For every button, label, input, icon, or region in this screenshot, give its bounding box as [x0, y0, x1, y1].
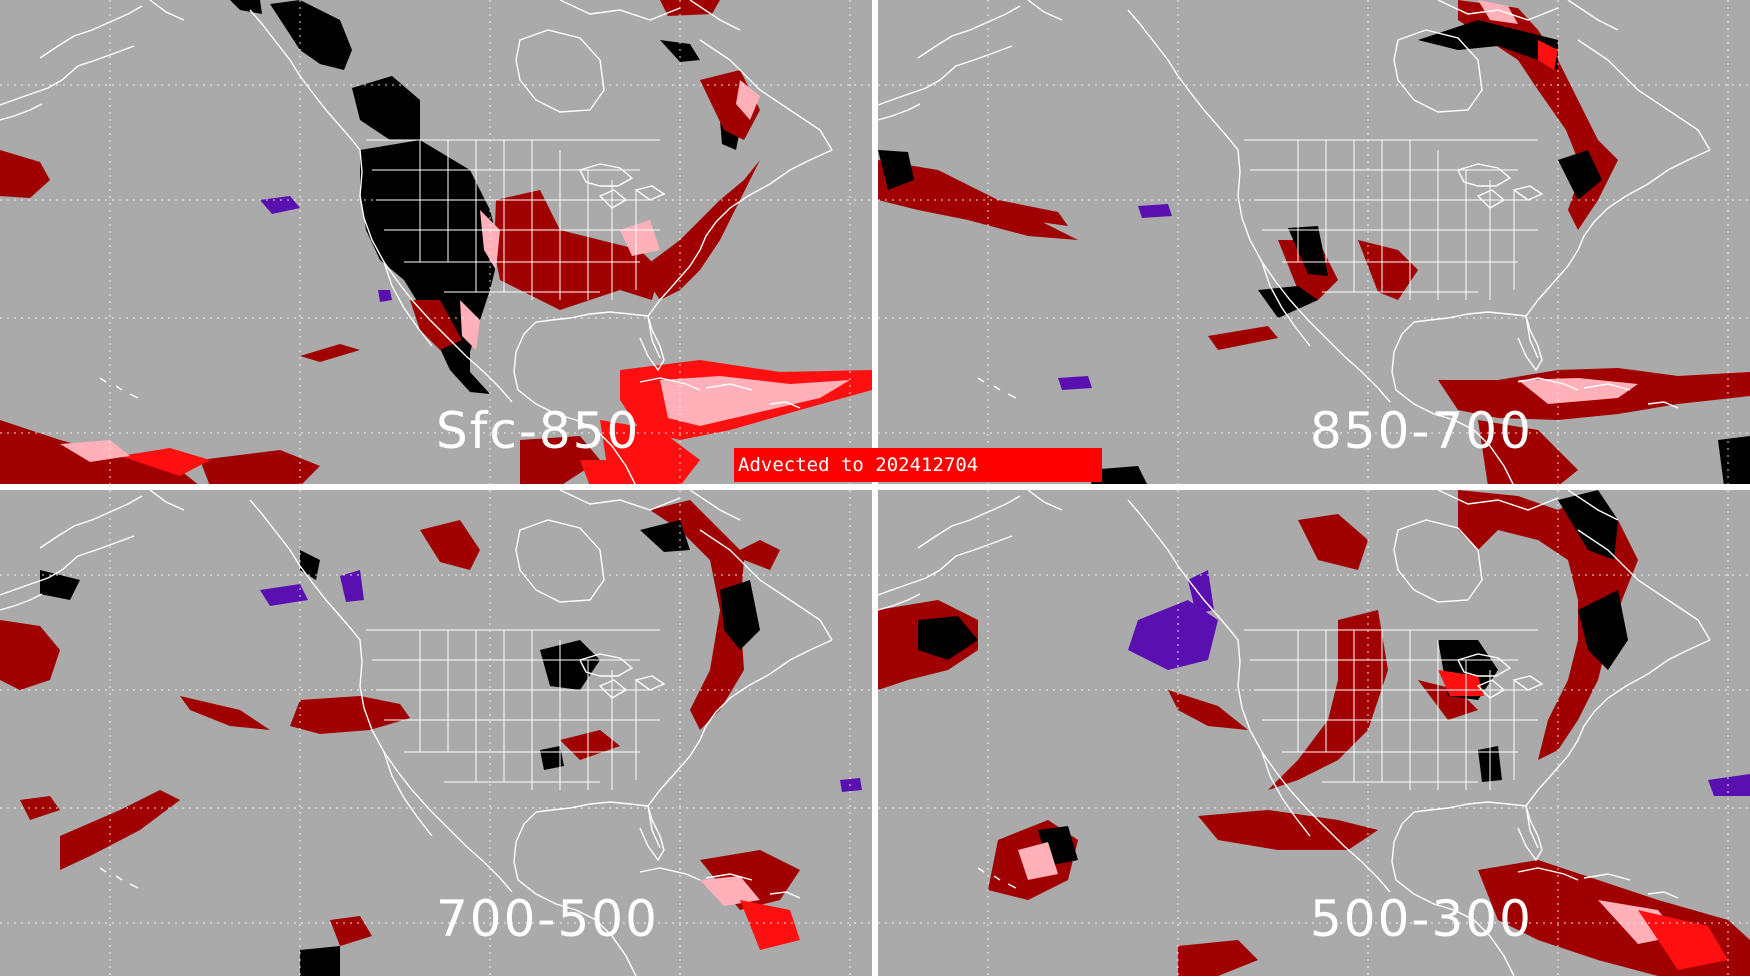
panel-label-700-500: 700-500 [436, 890, 659, 948]
panel-sfc-850 [0, 0, 872, 486]
panel-label-sfc-850: Sfc-850 [436, 402, 641, 460]
precip-fields-700-500 [0, 500, 862, 976]
panel-700-500 [0, 490, 872, 976]
precip-fields-500-300 [878, 490, 1750, 976]
panel-label-500-300: 500-300 [1310, 890, 1533, 948]
panel-850-700 [878, 0, 1750, 486]
precip-fields-sfc-850 [0, 0, 872, 486]
advection-banner: Advected to 202412704 [734, 448, 1102, 482]
panel-500-300 [878, 490, 1750, 976]
panel-label-850-700: 850-700 [1310, 402, 1533, 460]
